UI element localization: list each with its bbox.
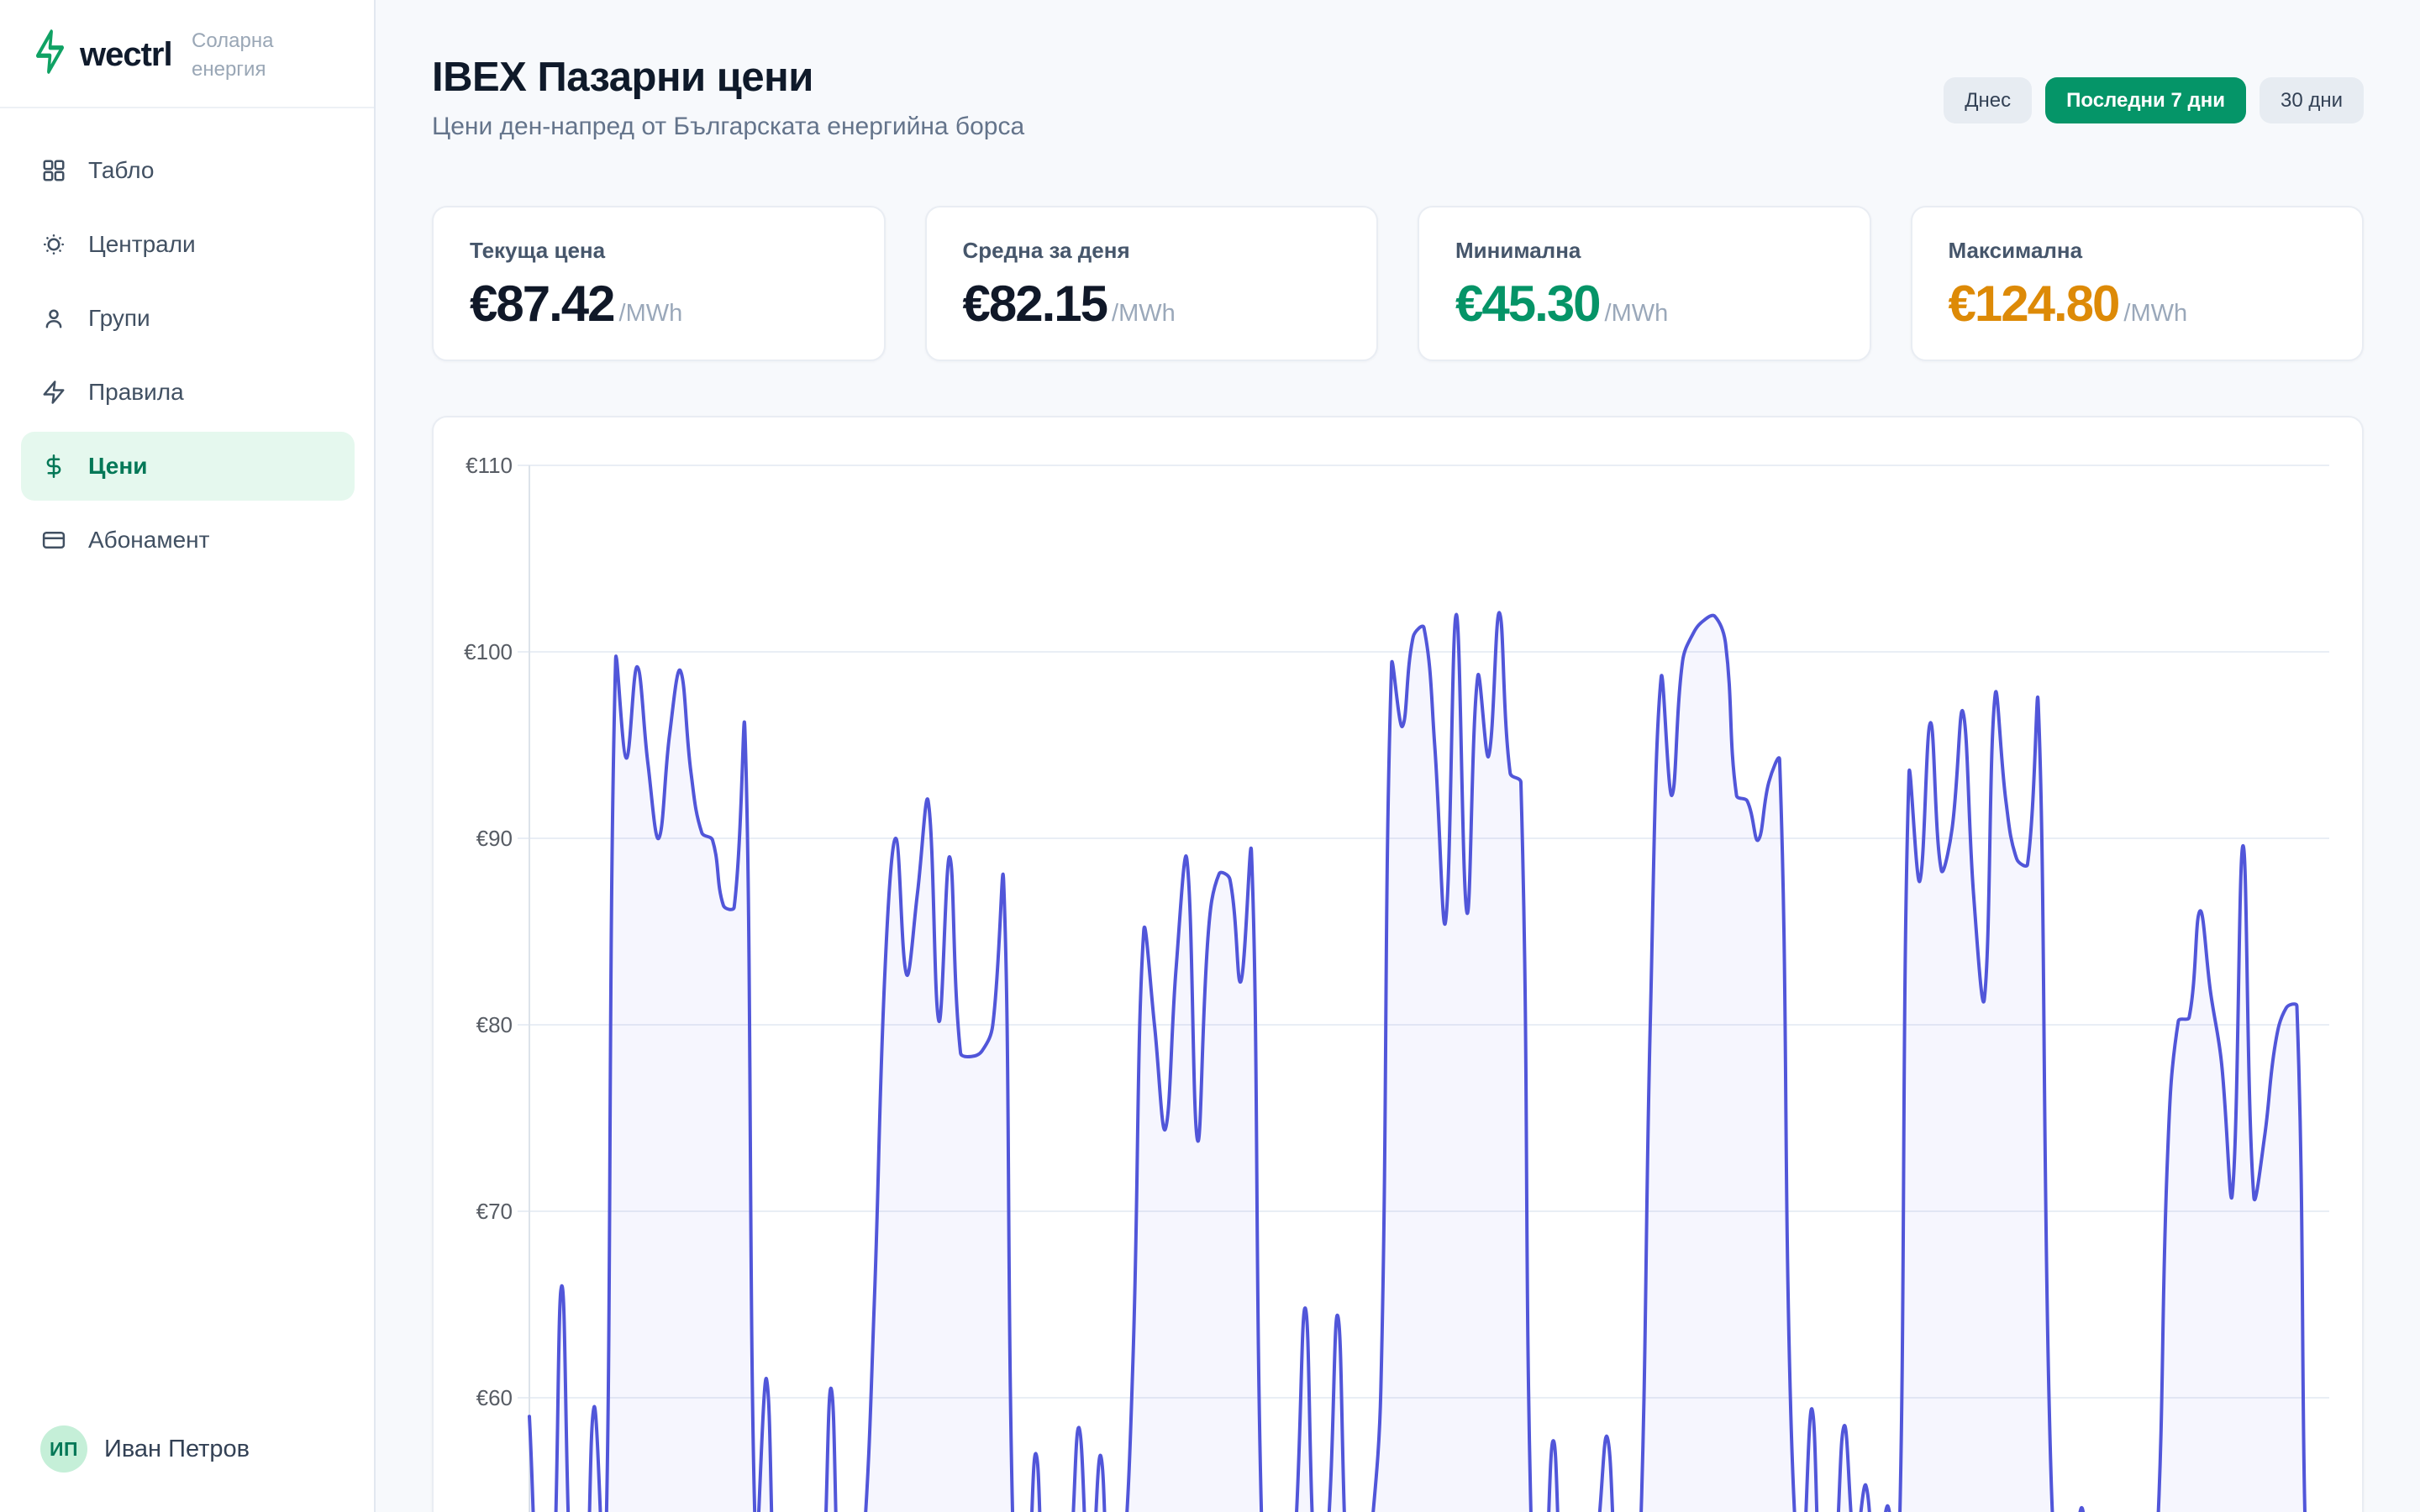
svg-text:€60: €60: [476, 1385, 513, 1410]
svg-text:€110: €110: [466, 453, 513, 478]
svg-text:€90: €90: [476, 826, 513, 851]
svg-text:€100: €100: [464, 639, 513, 664]
svg-text:€80: €80: [476, 1012, 513, 1037]
svg-text:€70: €70: [476, 1199, 513, 1224]
